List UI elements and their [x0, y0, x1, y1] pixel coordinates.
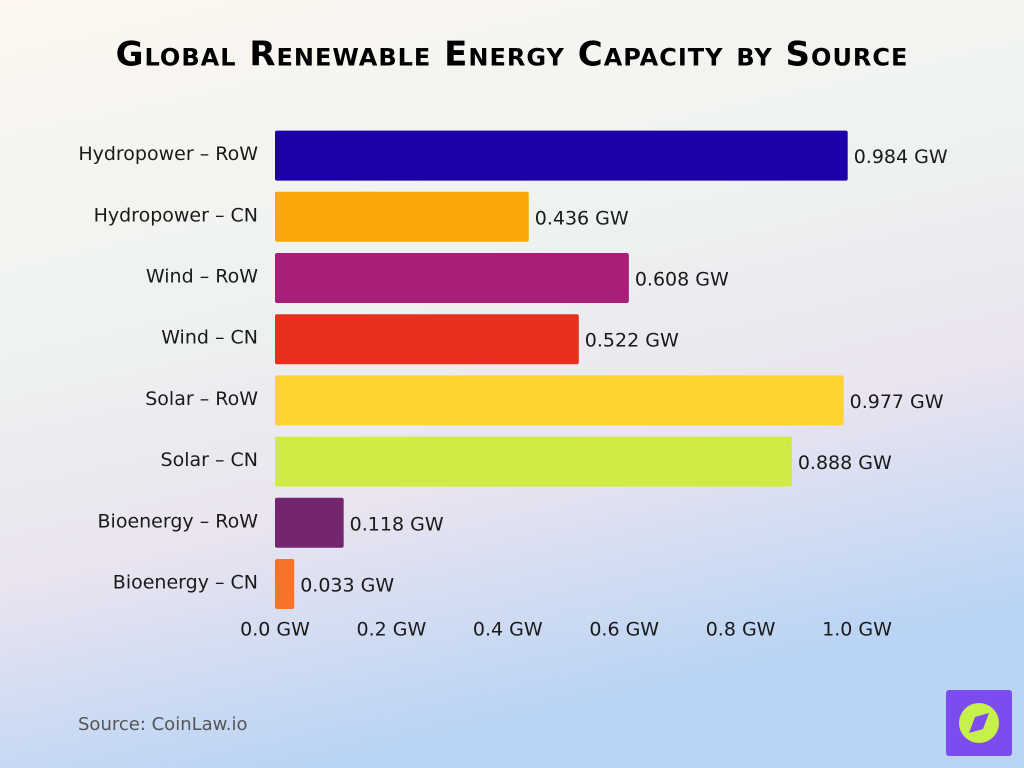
y-tick-label: Bioenergy – RoW [98, 510, 259, 532]
data-label: 0.977 GW [850, 391, 944, 413]
data-label: 0.033 GW [300, 575, 394, 597]
bar [275, 130, 848, 181]
logo [946, 690, 1012, 756]
bar [275, 436, 792, 487]
x-tick-label: 1.0 GW [822, 619, 892, 641]
data-label: 0.436 GW [535, 207, 629, 229]
data-label: 0.522 GW [585, 330, 679, 352]
data-label: 0.984 GW [854, 146, 948, 168]
y-tick-label: Bioenergy – CN [113, 572, 258, 594]
data-label: 0.888 GW [798, 452, 892, 474]
y-tick-label: Wind – RoW [146, 266, 258, 288]
x-tick-label: 0.0 GW [240, 619, 310, 641]
y-tick-label: Hydropower – CN [94, 204, 258, 226]
x-tick-label: 0.2 GW [357, 619, 427, 641]
bar [275, 559, 295, 609]
y-tick-label: Wind – CN [161, 327, 258, 349]
bar [275, 191, 529, 242]
x-tick-label: 0.6 GW [589, 619, 659, 641]
y-tick-label: Solar – CN [161, 449, 258, 471]
bar [275, 314, 579, 365]
chart-title: Global Renewable Energy Capacity by Sour… [116, 35, 909, 75]
source: Source: CoinLaw.io [78, 714, 247, 735]
data-label: 0.608 GW [635, 269, 729, 291]
x-tick-label: 0.8 GW [706, 619, 776, 641]
y-tick-label: Hydropower – RoW [78, 143, 258, 165]
bar [275, 375, 844, 426]
bar [275, 253, 629, 303]
x-tick-label: 0.4 GW [473, 619, 543, 641]
bar [275, 497, 344, 548]
y-tick-label: Solar – RoW [145, 388, 258, 410]
data-label: 0.118 GW [350, 513, 444, 535]
